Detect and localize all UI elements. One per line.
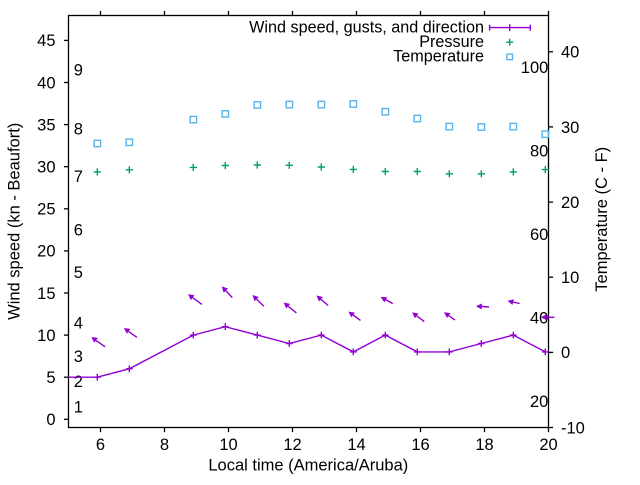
svg-text:12: 12: [283, 436, 301, 454]
svg-text:35: 35: [37, 116, 55, 134]
svg-text:40: 40: [37, 74, 55, 92]
svg-text:30: 30: [37, 159, 55, 177]
svg-text:20: 20: [539, 436, 557, 454]
svg-text:18: 18: [475, 436, 493, 454]
svg-text:5: 5: [74, 264, 83, 282]
svg-text:8: 8: [74, 121, 83, 139]
svg-text:Wind speed (kn - Beaufort): Wind speed (kn - Beaufort): [6, 123, 24, 320]
svg-text:80: 80: [530, 142, 548, 160]
svg-text:3: 3: [74, 348, 83, 366]
svg-text:-10: -10: [561, 419, 585, 437]
svg-text:20: 20: [561, 194, 579, 212]
svg-text:6: 6: [74, 222, 83, 240]
svg-text:7: 7: [74, 168, 83, 186]
svg-text:Pressure: Pressure: [419, 33, 484, 51]
svg-text:10: 10: [561, 269, 579, 287]
svg-text:Temperature (C - F): Temperature (C - F): [593, 147, 611, 292]
svg-text:15: 15: [37, 285, 55, 303]
svg-text:60: 60: [530, 226, 548, 244]
svg-text:45: 45: [37, 32, 55, 50]
svg-text:8: 8: [160, 436, 169, 454]
svg-text:20: 20: [37, 243, 55, 261]
svg-text:Temperature: Temperature: [393, 48, 484, 66]
svg-text:0: 0: [46, 411, 55, 429]
svg-text:30: 30: [561, 119, 579, 137]
svg-text:9: 9: [74, 62, 83, 80]
svg-text:10: 10: [37, 327, 55, 345]
svg-text:25: 25: [37, 201, 55, 219]
svg-text:6: 6: [96, 436, 105, 454]
svg-text:40: 40: [530, 309, 548, 327]
svg-text:40: 40: [561, 44, 579, 62]
svg-text:20: 20: [530, 393, 548, 411]
svg-text:2: 2: [74, 373, 83, 391]
svg-text:16: 16: [411, 436, 429, 454]
svg-text:Wind speed, gusts, and directi: Wind speed, gusts, and direction: [249, 19, 484, 37]
svg-text:100: 100: [521, 59, 549, 77]
svg-text:4: 4: [74, 314, 83, 332]
svg-text:14: 14: [347, 436, 365, 454]
svg-text:0: 0: [561, 344, 570, 362]
svg-text:5: 5: [46, 369, 55, 387]
svg-text:10: 10: [219, 436, 237, 454]
svg-text:Local time (America/Aruba): Local time (America/Aruba): [208, 457, 408, 475]
svg-text:1: 1: [74, 399, 83, 417]
